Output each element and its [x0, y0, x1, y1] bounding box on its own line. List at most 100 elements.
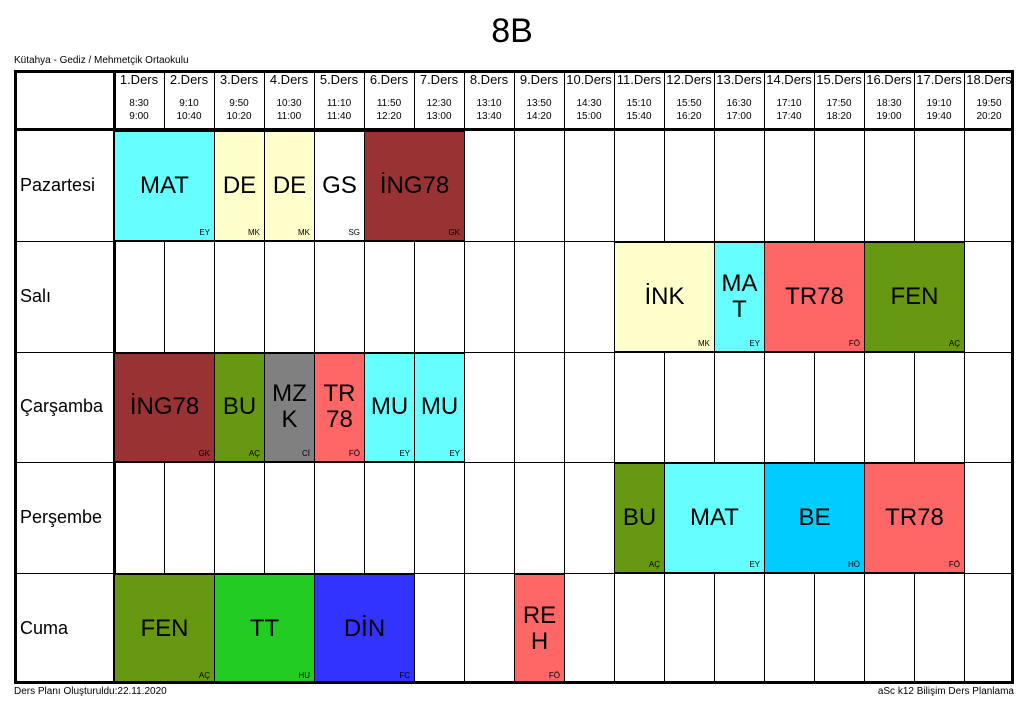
lesson-teacher: HÖ: [848, 560, 860, 570]
period-label: 1.Ders: [119, 72, 159, 87]
period-label: 14.Ders: [766, 72, 812, 87]
lesson-cell: İNG78 GK: [364, 131, 465, 241]
period-label: 15.Ders: [816, 72, 862, 87]
period-end: 16:20: [676, 111, 702, 122]
lesson-cell: BU AÇ: [614, 463, 665, 574]
lesson-teacher: EY: [449, 449, 460, 459]
period-end: 17:40: [776, 111, 802, 122]
period-end: 11:00: [276, 111, 302, 122]
period-start: 19:50: [976, 98, 1002, 109]
lesson-subject: GS: [322, 171, 357, 199]
period-label: 18.Ders: [966, 72, 1012, 87]
period-label: 6.Ders: [369, 72, 409, 87]
period-start: 13:50: [526, 98, 552, 109]
period-label: 17.Ders: [916, 72, 962, 87]
lesson-teacher: AÇ: [948, 338, 960, 348]
period-label: 3.Ders: [219, 72, 259, 87]
lesson-teacher: FÖ: [948, 560, 960, 570]
lesson-cell: GS SG: [314, 131, 365, 241]
lesson-teacher: HU: [298, 670, 310, 680]
lesson-subject: İNG78: [129, 393, 200, 421]
lesson-teacher: FC: [399, 670, 410, 680]
period-end: 10:40: [176, 111, 202, 122]
period-end: 19:00: [876, 111, 902, 122]
lesson-cell: TT HU: [214, 574, 315, 684]
column-line: [614, 70, 615, 684]
period-end: 17:00: [726, 111, 752, 122]
lesson-subject: TR78: [785, 282, 844, 310]
table-border: [14, 70, 1014, 684]
lesson-cell: TR78 FÖ: [314, 352, 365, 463]
footer-left: Ders Planı Oluşturuldu:22.11.2020: [14, 686, 167, 697]
period-end: 18:20: [826, 111, 852, 122]
lesson-teacher: EY: [749, 338, 760, 348]
day-name: Salı: [20, 285, 52, 306]
period-start: 18:30: [876, 98, 902, 109]
lesson-subject: MU: [370, 393, 409, 421]
column-line: [514, 70, 515, 684]
period-label: 11.Ders: [616, 72, 662, 87]
period-end: 20:20: [976, 111, 1002, 122]
period-label: 13.Ders: [716, 72, 762, 87]
period-label: 4.Ders: [269, 72, 309, 87]
lesson-teacher: AÇ: [198, 670, 210, 680]
header-line: [14, 128, 1014, 131]
row-line: [14, 462, 1014, 464]
day-name: Perşembe: [20, 507, 103, 528]
day-name: Cuma: [20, 618, 69, 639]
lesson-teacher: GK: [448, 227, 460, 237]
period-start: 15:10: [626, 98, 652, 109]
lesson-cell: FEN AÇ: [864, 241, 965, 352]
period-end: 11:40: [326, 111, 352, 122]
lesson-teacher: SG: [348, 227, 360, 237]
lesson-subject: DİN: [343, 615, 386, 643]
period-start: 15:50: [676, 98, 702, 109]
lesson-cell: MAT EY: [714, 241, 765, 352]
lesson-subject: BE: [798, 504, 831, 532]
lesson-cell: DİN FC: [314, 574, 415, 684]
period-end: 15:40: [626, 111, 652, 122]
lesson-teacher: MK: [248, 227, 260, 237]
lesson-cell: TR78 FÖ: [864, 463, 965, 574]
lesson-cell: MAT EY: [114, 131, 215, 241]
lesson-subject: REH: [522, 602, 557, 656]
school-name: Kütahya - Gediz / Mehmetçik Ortaokulu: [14, 55, 189, 66]
period-start: 16:30: [726, 98, 752, 109]
period-start: 13:10: [476, 98, 502, 109]
column-line: [564, 70, 565, 684]
lesson-teacher: MK: [698, 338, 710, 348]
lesson-subject: FEN: [140, 615, 189, 643]
column-line: [664, 70, 665, 684]
lesson-teacher: FÖ: [548, 670, 560, 680]
lesson-subject: MU: [420, 393, 459, 421]
period-end: 10:20: [226, 111, 252, 122]
period-end: 9:00: [129, 111, 149, 122]
column-line: [964, 70, 965, 684]
footer-right: aSc k12 Bilişim Ders Planlama: [877, 686, 1014, 697]
lesson-teacher: MK: [298, 227, 310, 237]
column-line: [914, 70, 915, 684]
period-start: 17:50: [826, 98, 852, 109]
lesson-teacher: AÇ: [248, 449, 260, 459]
period-label: 5.Ders: [319, 72, 359, 87]
column-line: [714, 70, 715, 684]
period-start: 11:50: [376, 98, 402, 109]
lesson-teacher: AÇ: [648, 560, 660, 570]
period-start: 9:10: [179, 98, 199, 109]
lesson-subject: DE: [272, 171, 307, 199]
period-start: 10:30: [276, 98, 302, 109]
lesson-subject: İNG78: [379, 171, 450, 199]
lesson-subject: TR78: [323, 380, 356, 434]
row-line: [14, 240, 1014, 242]
lesson-subject: BU: [222, 393, 257, 421]
row-line: [14, 573, 1014, 575]
lesson-subject: FEN: [890, 282, 939, 310]
column-line: [864, 70, 865, 684]
lesson-cell: REH FÖ: [514, 574, 565, 684]
period-start: 9:50: [229, 98, 249, 109]
period-label: 9.Ders: [519, 72, 559, 87]
lesson-subject: DE: [222, 171, 257, 199]
lesson-cell: İNG78 GK: [114, 352, 215, 463]
lesson-subject: TR78: [885, 504, 944, 532]
class-title: 8B: [491, 12, 533, 50]
